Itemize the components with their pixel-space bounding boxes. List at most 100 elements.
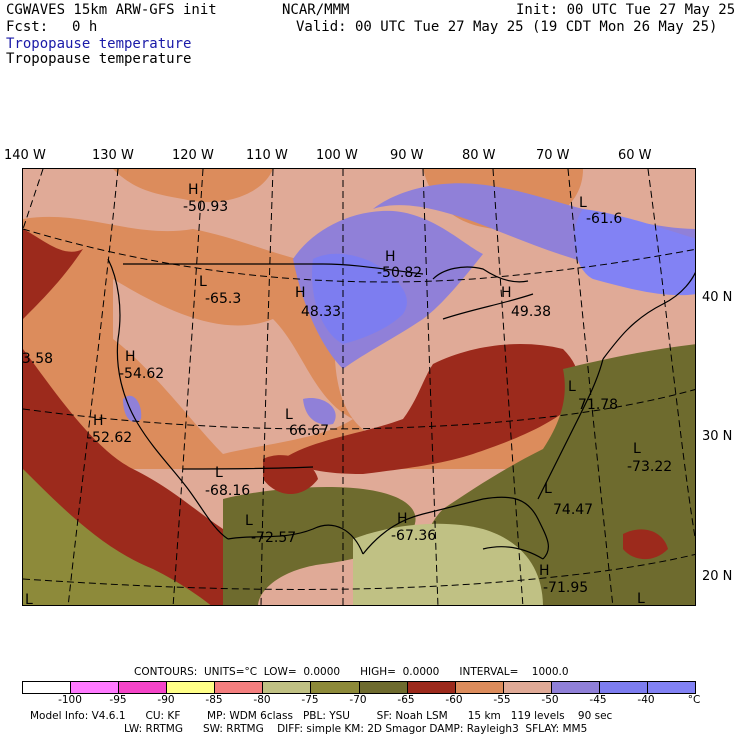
legend-tick: -50 xyxy=(541,694,559,706)
color-swatch xyxy=(359,682,408,693)
map-label-kind: H xyxy=(125,349,136,365)
map-label-value: 66.67 xyxy=(289,423,329,439)
lon-label: 130 W xyxy=(92,148,134,163)
legend-tick: -60 xyxy=(445,694,463,706)
map-label-kind: L xyxy=(633,441,641,457)
coastlines xyxy=(107,258,695,560)
map-label-kind: L xyxy=(25,592,33,606)
map-label-value: -72.57 xyxy=(251,530,296,546)
map-label-kind: L xyxy=(544,481,552,497)
map-label-value: -73.22 xyxy=(627,459,672,475)
map-label-value: -54.62 xyxy=(119,366,164,382)
lon-label: 80 W xyxy=(462,148,496,163)
legend-tick: -45 xyxy=(589,694,607,706)
map-label-kind: L xyxy=(215,465,223,481)
map-label-value: -50.93 xyxy=(183,199,228,215)
map-label-value: 71.78 xyxy=(578,397,618,413)
shading-minus50 xyxy=(303,398,336,425)
shading-minus65 xyxy=(623,529,668,560)
fcst-label: Fcst: xyxy=(6,19,49,35)
field-title-blue: Tropopause temperature xyxy=(6,36,192,52)
shading-minus40 xyxy=(574,209,695,296)
map-label-value: -65.3 xyxy=(205,291,241,307)
legend-tick: -70 xyxy=(349,694,367,706)
legend-tick: -65 xyxy=(397,694,415,706)
lon-label: 70 W xyxy=(536,148,570,163)
map-label-kind: L xyxy=(245,513,253,529)
map-label-value: -67.36 xyxy=(391,528,436,544)
color-swatch xyxy=(263,682,312,693)
color-swatch xyxy=(167,682,216,693)
map-label-value: 49.38 xyxy=(511,304,551,320)
shading-minus55 xyxy=(113,279,353,454)
shading-minus60 xyxy=(113,169,273,203)
map-svg: H -50.93 L -61.6 H -50.82 L -65.3 H 48.3… xyxy=(23,169,695,606)
lon-label: 90 W xyxy=(390,148,424,163)
map-label-value: -52.62 xyxy=(87,430,132,446)
map-label-value: 53.58 xyxy=(23,351,53,367)
model-info-line2: LW: RRTMG SW: RRTMG DIFF: simple KM: 2D … xyxy=(124,723,588,735)
map-label-kind: L xyxy=(199,274,207,290)
legend-tick: -95 xyxy=(109,694,127,706)
lon-label: 110 W xyxy=(246,148,288,163)
map-label-value: -50.82 xyxy=(377,265,422,281)
map-label-kind: H xyxy=(397,511,408,527)
color-legend xyxy=(22,681,696,694)
field-title: Tropopause temperature xyxy=(6,51,192,67)
fcst-value: 0 h xyxy=(72,19,98,35)
map-label-kind: H xyxy=(539,563,550,579)
legend-unit: °C xyxy=(687,694,701,706)
map-label-kind: H xyxy=(385,249,396,265)
color-swatch xyxy=(648,682,696,693)
shading-minus45 xyxy=(312,253,407,344)
color-swatch xyxy=(119,682,168,693)
shading-minus70 xyxy=(223,487,416,605)
map-label-value: 48.33 xyxy=(301,304,341,320)
map-label-value: 74.47 xyxy=(553,502,593,518)
legend-tick: -55 xyxy=(493,694,511,706)
map-label-kind: L xyxy=(568,379,576,395)
shading-minus65 xyxy=(263,455,318,494)
color-swatch xyxy=(551,682,600,693)
color-swatch xyxy=(599,682,649,693)
model-info-line1: Model Info: V4.6.1 CU: KF MP: WDM 6class… xyxy=(30,710,613,722)
map-label-kind: H xyxy=(93,413,104,429)
color-swatch xyxy=(503,682,552,693)
color-swatch xyxy=(455,682,504,693)
legend-tick: -40 xyxy=(637,694,655,706)
color-swatch xyxy=(71,682,120,693)
shading-minus75 xyxy=(353,523,543,605)
lat-label: 40 N xyxy=(702,290,733,305)
org-label: NCAR/MMM xyxy=(282,2,350,18)
map-label-value: -61.6 xyxy=(586,211,622,227)
valid-time: Valid: 00 UTC Tue 27 May 25 (19 CDT Mon … xyxy=(296,19,718,35)
lat-label: 20 N xyxy=(702,569,733,584)
map-label-kind: L xyxy=(637,591,645,606)
color-swatch xyxy=(215,682,264,693)
legend-tick: -100 xyxy=(58,694,82,706)
lon-label: 120 W xyxy=(172,148,214,163)
lat-label: 30 N xyxy=(702,429,733,444)
lon-label: 60 W xyxy=(618,148,652,163)
init-time: Init: 00 UTC Tue 27 May 25 xyxy=(516,2,736,18)
shading-minus60 xyxy=(23,216,568,469)
map-label-kind: L xyxy=(285,407,293,423)
shading-minus70 xyxy=(23,469,211,605)
model-title: CGWAVES 15km ARW-GFS init xyxy=(6,2,217,18)
color-swatch xyxy=(311,682,360,693)
map-label-kind: H xyxy=(188,182,199,198)
legend-tick: -85 xyxy=(205,694,223,706)
legend-tick: -75 xyxy=(301,694,319,706)
map-label-value: -71.95 xyxy=(543,580,588,596)
map-label-kind: L xyxy=(579,195,587,211)
color-swatch xyxy=(407,682,456,693)
map-label-kind: H xyxy=(501,285,512,301)
map-label-value: -68.16 xyxy=(205,483,250,499)
graticule xyxy=(23,169,695,605)
legend-tick: -80 xyxy=(253,694,271,706)
shading-minus65 xyxy=(283,344,579,474)
tropopause-temperature-map: H -50.93 L -61.6 H -50.82 L -65.3 H 48.3… xyxy=(22,168,696,606)
lon-label: 140 W xyxy=(4,148,46,163)
shading-minus65 xyxy=(23,229,83,319)
map-label-kind: H xyxy=(295,285,306,301)
